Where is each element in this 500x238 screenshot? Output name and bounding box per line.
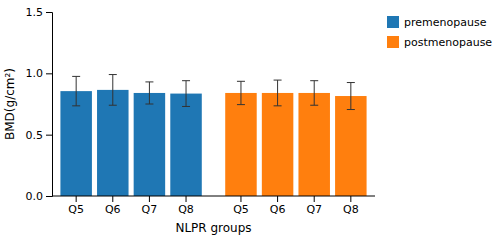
legend-swatch	[387, 36, 399, 48]
error-cap	[182, 106, 190, 107]
chart: 0.0 0.5 1.0 1.5 Q5 Q6 Q7 Q8 Q5 Q6 Q7 Q8 NLPR groups B…	[0, 0, 500, 238]
x-tick	[314, 196, 315, 202]
error-line	[112, 75, 113, 106]
x-tick-label: Q5	[68, 203, 84, 216]
error-cap	[347, 82, 355, 83]
error-bar	[109, 75, 117, 106]
error-bar	[145, 82, 153, 104]
y-tick-group: 1.0	[26, 67, 53, 80]
x-tick-group: Q8	[343, 196, 359, 216]
error-cap	[109, 105, 117, 106]
legend-item: postmenopause	[387, 36, 492, 49]
x-axis-line	[52, 196, 375, 197]
x-tick-label: Q8	[343, 203, 359, 216]
series-group	[225, 80, 366, 196]
x-axis: Q5 Q6 Q7 Q8	[233, 196, 359, 216]
legend-label: postmenopause	[404, 36, 492, 49]
bar	[298, 93, 329, 196]
y-axis: 0.0 0.5 1.0 1.5	[26, 6, 53, 203]
error-cap	[72, 105, 80, 106]
x-tick-group: Q6	[105, 196, 121, 216]
x-tick	[277, 196, 278, 202]
error-bar	[347, 83, 355, 110]
error-line	[314, 81, 315, 106]
x-tick	[186, 196, 187, 202]
series-group	[60, 75, 201, 196]
y-tick-label: 1.5	[26, 6, 44, 19]
error-line	[350, 83, 351, 110]
x-axis: Q5 Q6 Q7 Q8	[68, 196, 194, 216]
y-tick-label: 0.0	[26, 190, 44, 203]
error-cap	[182, 80, 190, 81]
y-tick-group: 0.0	[26, 190, 53, 203]
error-cap	[310, 105, 318, 106]
x-tick-group: Q7	[306, 196, 322, 216]
x-tick-label: Q7	[306, 203, 322, 216]
error-cap	[145, 81, 153, 82]
y-tick-label: 1.0	[26, 67, 44, 80]
marks	[60, 75, 366, 196]
y-tick	[46, 196, 52, 197]
error-bar	[182, 81, 190, 107]
error-line	[240, 81, 241, 104]
x-tick	[149, 196, 150, 202]
bar	[262, 93, 293, 196]
bar	[97, 90, 128, 196]
error-cap	[72, 76, 80, 77]
x-tick-label: Q5	[233, 203, 249, 216]
y-tick-group: 1.5	[26, 6, 53, 19]
error-line	[277, 80, 278, 106]
y-tick-label: 0.5	[26, 129, 44, 142]
error-cap	[274, 105, 282, 106]
x-tick-label: Q8	[178, 203, 194, 216]
x-tick	[240, 196, 241, 202]
error-bar	[237, 81, 245, 104]
legend-swatch	[387, 16, 399, 28]
x-tick	[350, 196, 351, 202]
bar	[225, 93, 256, 196]
bar	[60, 91, 91, 196]
error-cap	[109, 74, 117, 75]
x-tick-label: Q6	[105, 203, 121, 216]
bar	[335, 96, 366, 196]
y-axis-line	[46, 13, 53, 197]
plot: 0.0 0.5 1.0 1.5 Q5 Q6 Q7 Q8 Q5 Q6 Q7 Q8	[26, 6, 376, 216]
y-tick	[46, 135, 52, 136]
error-cap	[145, 104, 153, 105]
legend-label: premenopause	[404, 16, 487, 29]
y-axis-title: BMD(g/cm²)	[3, 68, 17, 140]
error-bar	[274, 80, 282, 106]
error-cap	[310, 80, 318, 81]
bar	[134, 93, 165, 196]
error-bar	[310, 81, 318, 106]
chart-container: 0.0 0.5 1.0 1.5 Q5 Q6 Q7 Q8 Q5 Q6 Q7 Q8 NLPR groups B…	[0, 0, 500, 238]
error-bar	[72, 76, 80, 105]
bar	[170, 94, 201, 196]
error-cap	[237, 81, 245, 82]
error-line	[149, 82, 150, 104]
error-line	[186, 81, 187, 107]
y-tick-group: 0.5	[26, 129, 53, 142]
x-tick	[112, 196, 113, 202]
legend: premenopause postmenopause	[387, 16, 492, 49]
legend-item: premenopause	[387, 16, 487, 29]
y-tick	[46, 73, 52, 74]
x-tick-group: Q7	[142, 196, 158, 216]
error-cap	[274, 80, 282, 81]
x-tick-group: Q6	[270, 196, 286, 216]
error-cap	[237, 104, 245, 105]
x-axis-title: NLPR groups	[175, 221, 251, 235]
error-cap	[347, 109, 355, 110]
x-tick-group: Q5	[68, 196, 84, 216]
x-tick-group: Q8	[178, 196, 194, 216]
x-tick-label: Q6	[270, 203, 286, 216]
x-tick-label: Q7	[142, 203, 158, 216]
error-line	[76, 76, 77, 105]
y-tick	[46, 12, 52, 13]
x-tick-group: Q5	[233, 196, 249, 216]
x-tick	[76, 196, 77, 202]
